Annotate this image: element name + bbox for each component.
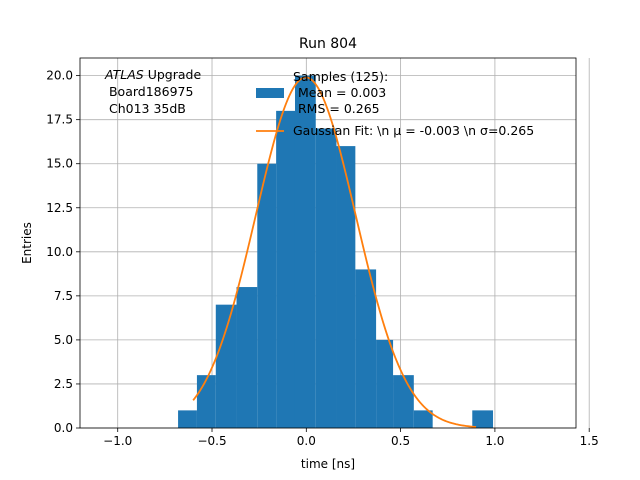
bars-layer <box>178 75 494 428</box>
x-tick-label: 1.5 <box>580 434 599 448</box>
legend-hist-line-2: Mean = 0.003 <box>298 85 386 100</box>
y-tick-label: 12.5 <box>46 201 73 215</box>
legend-hist-swatch <box>256 88 284 98</box>
ticks-layer: −1.0 −0.5 0.0 0.5 1.0 1.5 0.0 2.5 5.0 7.5 10.0 12.5… <box>46 69 598 448</box>
annotation-upgrade: Upgrade <box>144 67 202 82</box>
atlas-annotation: ATLAS Upgrade Board186975 Ch013 35dB <box>104 67 201 116</box>
annotation-channel: Ch013 35dB <box>105 101 186 116</box>
y-tick-label: 5.0 <box>54 333 73 347</box>
plot-frame <box>79 57 577 429</box>
histogram-bar <box>257 163 277 428</box>
histogram-bar <box>196 375 216 428</box>
y-tick-label: 7.5 <box>54 289 73 303</box>
x-tick-label: 1.0 <box>485 434 504 448</box>
y-axis-label: Entries <box>20 222 34 264</box>
legend-fit-label: Gaussian Fit: \n μ = -0.003 \n σ=0.265 <box>293 123 534 138</box>
legend-hist-line-3: RMS = 0.265 <box>298 101 380 116</box>
x-tick-label: 0.5 <box>391 434 410 448</box>
fit-layer <box>192 76 477 428</box>
histogram-bar <box>413 410 433 428</box>
histogram-bar <box>336 146 356 428</box>
histogram-bar <box>472 410 494 428</box>
legend: Samples (125): Mean = 0.003 RMS = 0.265 … <box>256 69 534 138</box>
y-tick-label: 0.0 <box>54 421 73 435</box>
y-tick-label: 17.5 <box>46 113 73 127</box>
y-tick-label: 20.0 <box>46 69 73 83</box>
x-tick-label: −0.5 <box>197 434 226 448</box>
gaussian-fit-curve <box>192 76 477 428</box>
x-axis-label: time [ns] <box>301 457 355 471</box>
histogram-bar <box>376 339 394 428</box>
y-tick-label: 10.0 <box>46 245 73 259</box>
histogram-bar <box>236 287 258 428</box>
y-tick-label: 2.5 <box>54 377 73 391</box>
histogram-bar <box>393 375 414 428</box>
histogram-bar <box>294 75 316 428</box>
annotation-line-1: ATLAS Upgrade <box>104 67 201 82</box>
histogram-bar <box>355 269 377 428</box>
x-tick-label: −1.0 <box>103 434 132 448</box>
annotation-atlas: ATLAS <box>104 67 144 82</box>
histogram-bar <box>276 110 295 428</box>
annotation-board: Board186975 <box>105 84 193 99</box>
y-tick-label: 15.0 <box>46 157 73 171</box>
histogram-bar <box>178 410 197 428</box>
histogram-bar <box>315 128 337 428</box>
chart-title: Run 804 <box>299 36 357 52</box>
histogram-bar <box>215 304 237 428</box>
x-tick-label: 0.0 <box>297 434 316 448</box>
legend-hist-line-1: Samples (125): <box>293 69 388 84</box>
